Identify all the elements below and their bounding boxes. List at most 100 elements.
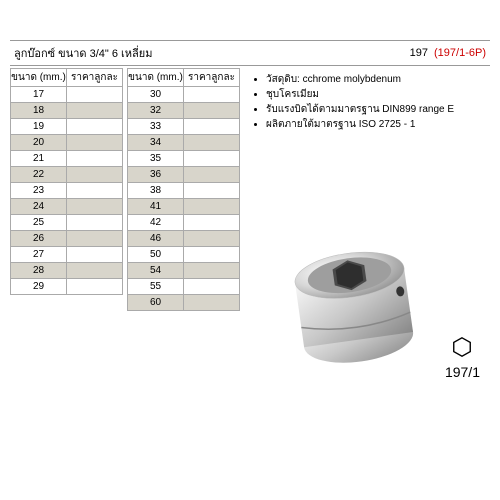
- cell-size: 17: [11, 87, 67, 103]
- bullet-item: วัสดุดิบ: cchrome molybdenum: [266, 72, 490, 87]
- table-row: 29: [11, 279, 123, 295]
- cell-price: [184, 279, 240, 295]
- table-row: 30: [128, 87, 240, 103]
- table-row: 55: [128, 279, 240, 295]
- table-row: 23: [11, 183, 123, 199]
- cell-price: [67, 119, 123, 135]
- cell-price: [184, 151, 240, 167]
- title-bar: ลูกบ๊อกซ์ ขนาด 3/4" 6 เหลี่ยม 197 (197/1…: [10, 40, 490, 66]
- cell-size: 28: [11, 263, 67, 279]
- size-table-1: ขนาด (mm.) ราคาลูกละ 1718192021222324252…: [10, 68, 123, 295]
- table-row: 35: [128, 151, 240, 167]
- cell-price: [67, 183, 123, 199]
- cell-size: 25: [11, 215, 67, 231]
- cell-size: 46: [128, 231, 184, 247]
- cell-size: 33: [128, 119, 184, 135]
- cell-size: 32: [128, 103, 184, 119]
- cell-price: [67, 263, 123, 279]
- cell-size: 54: [128, 263, 184, 279]
- table-row: 36: [128, 167, 240, 183]
- cell-price: [67, 103, 123, 119]
- cell-size: 20: [11, 135, 67, 151]
- table-row: 27: [11, 247, 123, 263]
- cell-price: [184, 87, 240, 103]
- cell-size: 23: [11, 183, 67, 199]
- table-row: 26: [11, 231, 123, 247]
- cell-price: [184, 135, 240, 151]
- table-row: 28: [11, 263, 123, 279]
- table-row: 18: [11, 103, 123, 119]
- cell-price: [67, 215, 123, 231]
- table-row: 32: [128, 103, 240, 119]
- table-row: 46: [128, 231, 240, 247]
- cell-price: [67, 167, 123, 183]
- model-label: 197/1: [445, 364, 480, 380]
- table-row: 21: [11, 151, 123, 167]
- cell-size: 60: [128, 295, 184, 311]
- table-row: 19: [11, 119, 123, 135]
- cell-size: 50: [128, 247, 184, 263]
- cell-size: 18: [11, 103, 67, 119]
- cell-size: 36: [128, 167, 184, 183]
- cell-price: [67, 199, 123, 215]
- cell-size: 19: [11, 119, 67, 135]
- cell-price: [184, 295, 240, 311]
- table-row: 33: [128, 119, 240, 135]
- cell-price: [67, 135, 123, 151]
- cell-size: 29: [11, 279, 67, 295]
- cell-price: [67, 231, 123, 247]
- cell-price: [184, 119, 240, 135]
- table-row: 60: [128, 295, 240, 311]
- th-size: ขนาด (mm.): [11, 69, 67, 87]
- cell-price: [184, 103, 240, 119]
- table-row: 20: [11, 135, 123, 151]
- cell-price: [184, 263, 240, 279]
- th-price: ราคาลูกละ: [67, 69, 123, 87]
- title-text: ลูกบ๊อกซ์ ขนาด 3/4" 6 เหลี่ยม: [14, 44, 404, 62]
- table-row: 34: [128, 135, 240, 151]
- code-red: (197/1-6P): [434, 47, 486, 59]
- table-row: 24: [11, 199, 123, 215]
- cell-price: [184, 167, 240, 183]
- bullet-item: รับแรงบิดได้ตามมาตรฐาน DIN899 range E: [266, 102, 490, 117]
- cell-price: [184, 183, 240, 199]
- cell-size: 41: [128, 199, 184, 215]
- hex-icon: [451, 336, 473, 358]
- cell-size: 22: [11, 167, 67, 183]
- cell-size: 35: [128, 151, 184, 167]
- socket-image: [273, 220, 433, 380]
- table-row: 54: [128, 263, 240, 279]
- cell-size: 34: [128, 135, 184, 151]
- bullet-list: วัสดุดิบ: cchrome molybdenumชุบโครเมียมร…: [252, 72, 490, 132]
- cell-size: 38: [128, 183, 184, 199]
- table-row: 17: [11, 87, 123, 103]
- th-price: ราคาลูกละ: [184, 69, 240, 87]
- table-row: 50: [128, 247, 240, 263]
- bullet-item: ผลิตภายใต้มาตรฐาน ISO 2725 - 1: [266, 117, 490, 132]
- th-size: ขนาด (mm.): [128, 69, 184, 87]
- right-column: วัสดุดิบ: cchrome molybdenumชุบโครเมียมร…: [244, 68, 490, 132]
- cell-size: 26: [11, 231, 67, 247]
- cell-size: 27: [11, 247, 67, 263]
- bullet-item: ชุบโครเมียม: [266, 87, 490, 102]
- table-row: 22: [11, 167, 123, 183]
- table-row: 41: [128, 199, 240, 215]
- cell-price: [184, 247, 240, 263]
- table-row: 42: [128, 215, 240, 231]
- product-area: 197/1: [273, 220, 480, 380]
- cell-price: [184, 231, 240, 247]
- cell-price: [67, 247, 123, 263]
- table-row: 25: [11, 215, 123, 231]
- cell-size: 30: [128, 87, 184, 103]
- size-table-2: ขนาด (mm.) ราคาลูกละ 3032333435363841424…: [127, 68, 240, 311]
- cell-price: [67, 151, 123, 167]
- cell-size: 24: [11, 199, 67, 215]
- cell-size: 21: [11, 151, 67, 167]
- cell-price: [184, 215, 240, 231]
- cell-price: [184, 199, 240, 215]
- cell-price: [67, 279, 123, 295]
- cell-size: 55: [128, 279, 184, 295]
- cell-size: 42: [128, 215, 184, 231]
- cell-price: [67, 87, 123, 103]
- table-row: 38: [128, 183, 240, 199]
